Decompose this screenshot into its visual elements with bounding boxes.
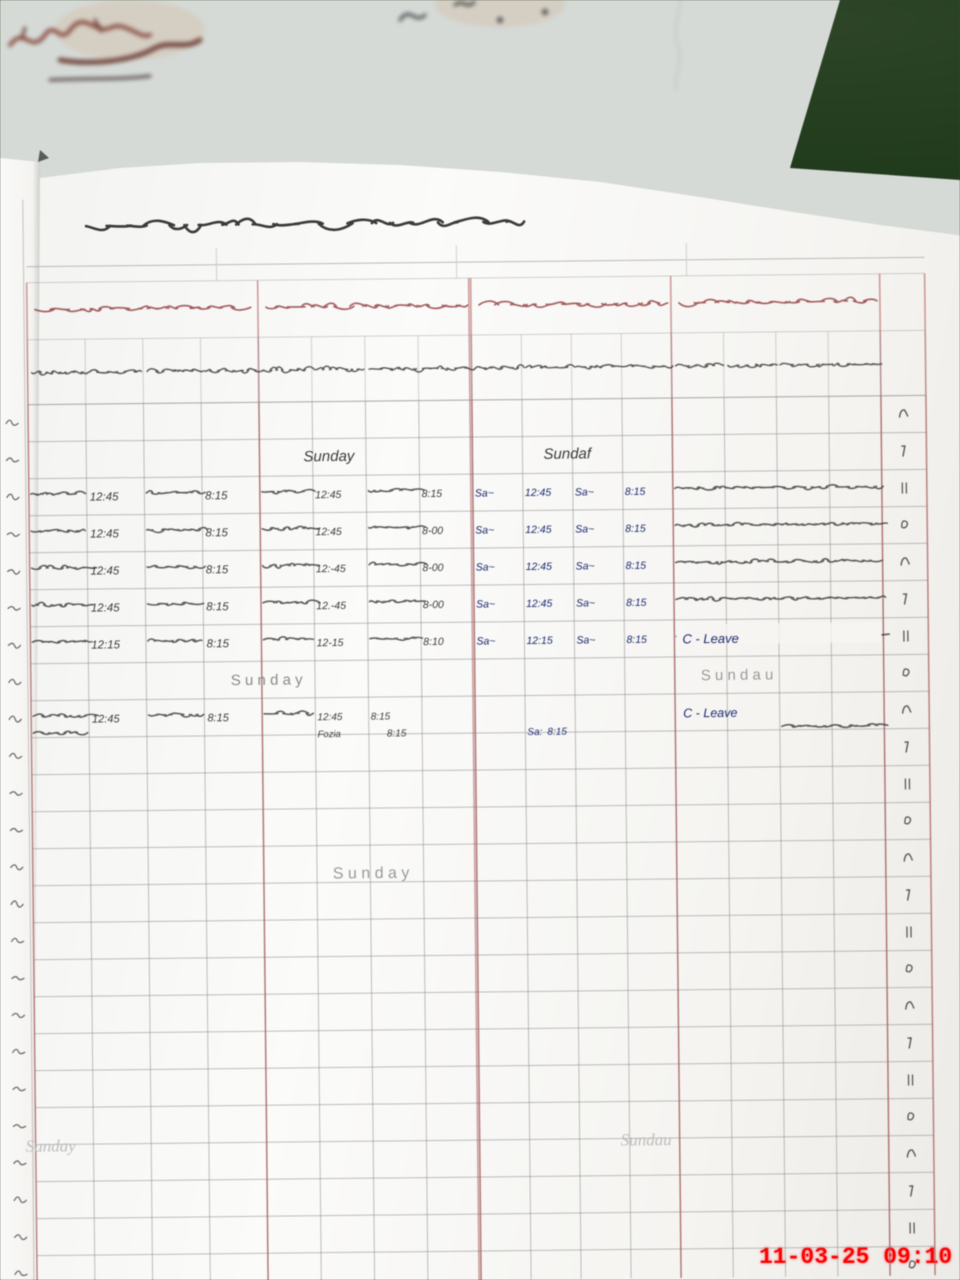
svg-text:12:45: 12:45: [526, 598, 553, 610]
svg-text:Sa:: Sa:: [527, 727, 542, 738]
svg-text:12:45: 12:45: [92, 713, 121, 725]
svg-text:8:15: 8:15: [626, 634, 647, 646]
svg-text:8:10: 8:10: [423, 636, 444, 648]
svg-text:8:15: 8:15: [207, 638, 230, 650]
svg-text:Sa~: Sa~: [575, 486, 594, 498]
svg-text:12:45: 12:45: [90, 491, 120, 503]
svg-text:12:45: 12:45: [91, 602, 121, 614]
svg-text:12:15: 12:15: [526, 635, 553, 647]
svg-text:12:45: 12:45: [90, 528, 120, 540]
svg-text:12:45: 12:45: [317, 712, 343, 723]
svg-text:8:15: 8:15: [626, 560, 647, 572]
svg-text:8-00: 8-00: [423, 599, 444, 611]
svg-text:8:15: 8:15: [626, 597, 647, 609]
svg-text:S u n d a y: S u n d a y: [333, 865, 410, 883]
svg-text:S u n d a u: S u n d a u: [701, 666, 774, 684]
svg-text:Sa~: Sa~: [476, 561, 495, 573]
svg-text:12:-45: 12:-45: [316, 563, 346, 575]
svg-text:Sunday: Sunday: [26, 1136, 77, 1156]
svg-text:8:15: 8:15: [625, 486, 646, 498]
svg-text:12.-45: 12.-45: [316, 600, 346, 612]
svg-text:C - Leave: C - Leave: [683, 706, 737, 721]
svg-text:8:15: 8:15: [205, 490, 228, 502]
svg-text:Sunday: Sunday: [303, 448, 356, 466]
svg-text:8-00: 8-00: [422, 562, 443, 574]
svg-text:8:15: 8:15: [205, 527, 228, 539]
svg-text:C - Leave: C - Leave: [682, 631, 739, 647]
svg-text:12:15: 12:15: [91, 639, 121, 651]
svg-text:8:15: 8:15: [547, 727, 567, 738]
svg-text:Sa~: Sa~: [576, 634, 595, 646]
svg-text:8:15: 8:15: [371, 711, 391, 722]
svg-text:Sa~: Sa~: [576, 597, 595, 609]
svg-text:8:15: 8:15: [207, 712, 229, 724]
svg-text:Sa~: Sa~: [575, 523, 594, 535]
svg-text:Fozia: Fozia: [318, 729, 341, 740]
svg-text:12:45: 12:45: [525, 487, 552, 499]
svg-text:8:15: 8:15: [422, 488, 443, 500]
svg-text:8-00: 8-00: [422, 525, 443, 537]
svg-text:12-15: 12-15: [317, 637, 344, 649]
svg-text:8:15: 8:15: [206, 564, 229, 576]
svg-text:Sa~: Sa~: [476, 635, 495, 647]
svg-text:12:45: 12:45: [90, 565, 120, 577]
svg-text:12:45: 12:45: [525, 524, 552, 536]
svg-text:Sa~: Sa~: [475, 487, 494, 499]
svg-text:8:15: 8:15: [206, 601, 229, 613]
svg-text:Sa~: Sa~: [576, 560, 595, 572]
svg-text:S u n d a y: S u n d a y: [231, 671, 303, 689]
svg-text:8:15: 8:15: [625, 523, 646, 535]
svg-text:12:45: 12:45: [315, 526, 342, 538]
svg-text:Sa~: Sa~: [476, 598, 495, 610]
svg-text:Sundaf: Sundaf: [543, 445, 593, 463]
svg-text:Sa~: Sa~: [475, 524, 494, 536]
svg-text:Sundau: Sundau: [621, 1130, 672, 1150]
svg-text:12:45: 12:45: [315, 489, 342, 501]
svg-text:8:15: 8:15: [387, 728, 407, 739]
svg-text:12:45: 12:45: [526, 561, 553, 573]
